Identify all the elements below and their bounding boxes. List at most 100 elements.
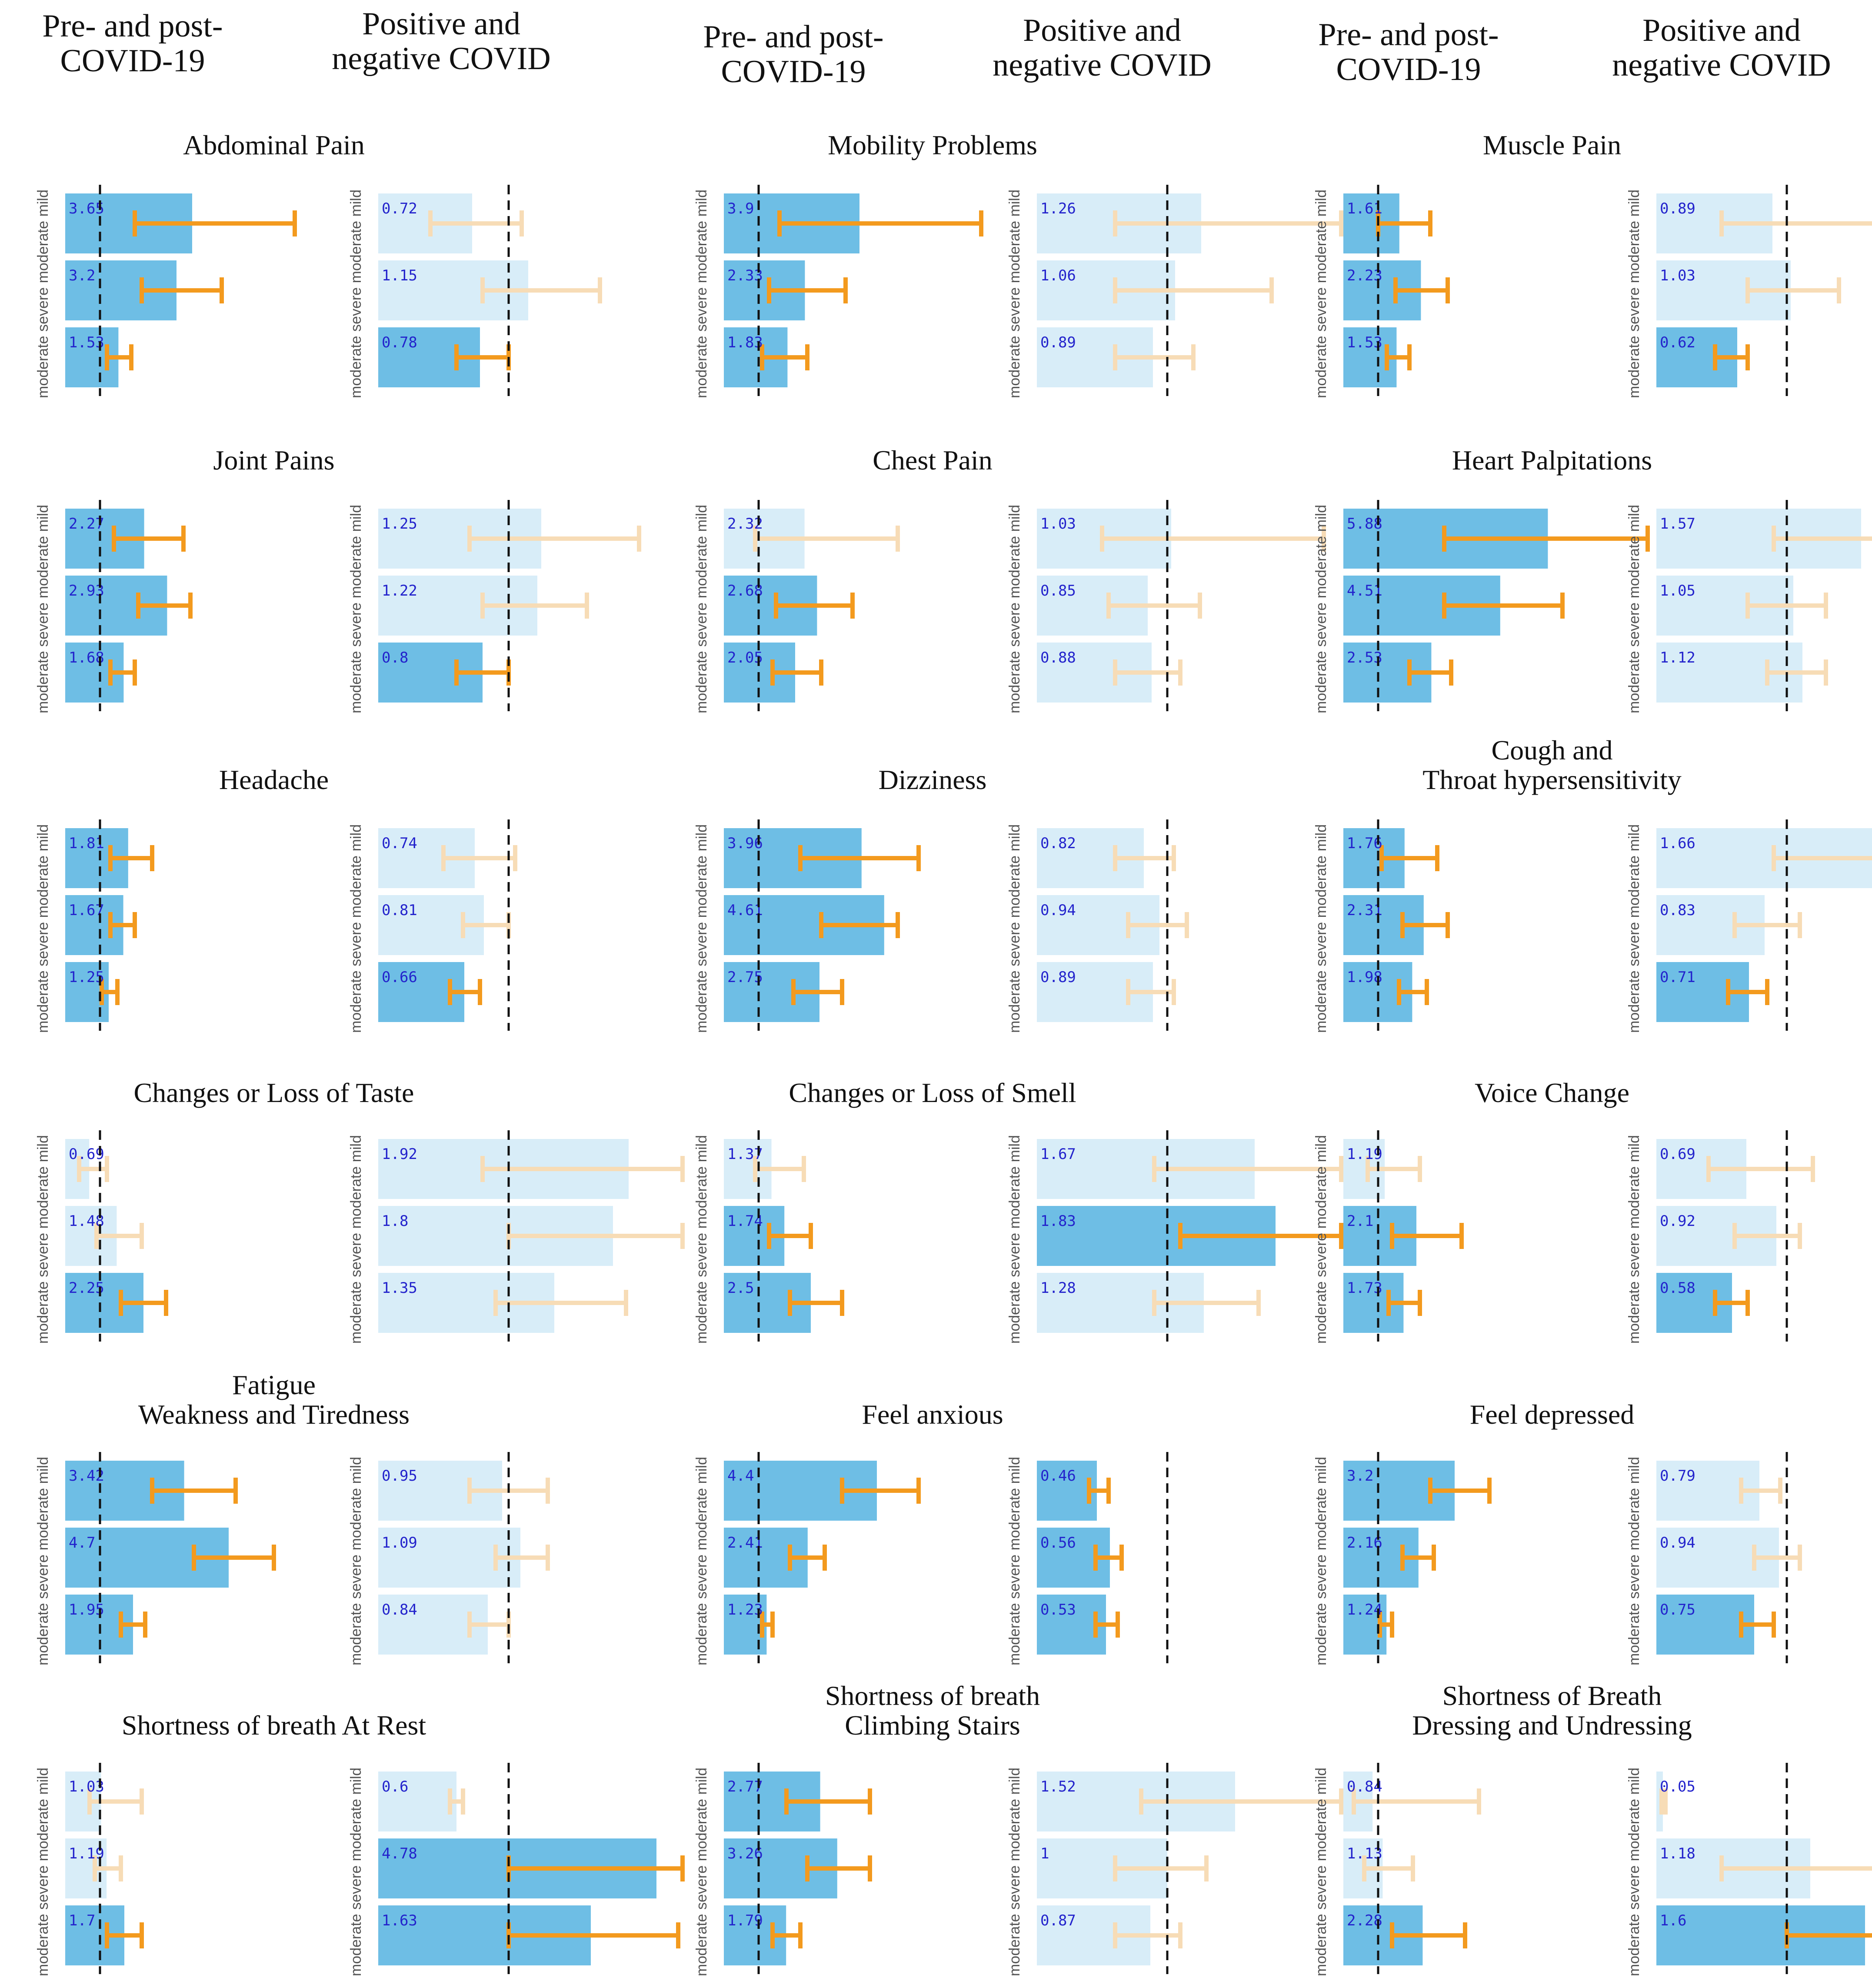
chart-title: Shortness of breath At Rest xyxy=(122,1710,426,1741)
y-axis-label: moderate severe moderate mild xyxy=(1626,190,1642,398)
data-label: 1.74 xyxy=(727,1212,763,1230)
data-label: 2.27 xyxy=(69,515,104,533)
subplot-pos-neg: moderate severe moderate mild 0.69 0.92 0.5… xyxy=(1626,1130,1815,1344)
data-label: 0.6 xyxy=(382,1778,408,1795)
y-axis-label: moderate severe moderate mild xyxy=(1626,1135,1642,1344)
data-label: 1.13 xyxy=(1347,1845,1382,1862)
subplot-pos-neg: moderate severe moderate mild 0.79 0.94 0.7… xyxy=(1626,1452,1802,1665)
subplot-pos-neg: moderate severe moderate mild 1.67 1.83 1.2… xyxy=(1006,1130,1343,1344)
data-label: 1.95 xyxy=(69,1601,104,1618)
y-axis-label: moderate severe moderate mild xyxy=(693,505,710,713)
y-axis-label: moderate severe moderate mild xyxy=(35,1768,51,1976)
data-label: 1.09 xyxy=(382,1534,417,1552)
data-label: 0.53 xyxy=(1040,1601,1076,1618)
data-label: 1.12 xyxy=(1660,649,1695,666)
data-label: 0.66 xyxy=(382,969,417,986)
chart-title: Weakness and Tiredness xyxy=(138,1399,410,1430)
subplot-pre-post: moderate severe moderate mild 1.19 2.1 1.73 xyxy=(1313,1130,1464,1344)
chart-title: Changes or Loss of Smell xyxy=(789,1077,1076,1108)
y-axis-label: moderate severe moderate mild xyxy=(348,505,364,713)
data-label: 1.7 xyxy=(69,1912,95,1929)
subplot-pos-neg: moderate severe moderate mild 0.95 1.09 0.8… xyxy=(348,1452,550,1665)
data-label: 4.51 xyxy=(1347,582,1382,599)
data-label: 1.73 xyxy=(1347,1279,1382,1297)
data-label: 0.88 xyxy=(1040,649,1076,666)
data-label: 1.83 xyxy=(1040,1212,1076,1230)
chart-title: Muscle Pain xyxy=(1483,130,1621,160)
data-label: 0.69 xyxy=(1660,1146,1695,1163)
data-label: 1.66 xyxy=(1660,835,1695,852)
data-label: 1.67 xyxy=(1040,1146,1076,1163)
subplot-pre-post: moderate severe moderate mild 2.77 3.26 1.7… xyxy=(693,1763,872,1976)
data-label: 0.94 xyxy=(1660,1534,1695,1552)
header-pre-post-3: Pre- and post- COVID-19 xyxy=(1318,17,1499,87)
y-axis-label: moderate severe moderate mild xyxy=(35,505,51,713)
data-label: 1.68 xyxy=(69,649,104,666)
data-label: 2.77 xyxy=(727,1778,763,1795)
data-label: 0.71 xyxy=(1660,969,1695,986)
subplot-pos-neg: moderate severe moderate mild 0.74 0.81 0.6… xyxy=(348,819,517,1033)
data-label: 0.46 xyxy=(1040,1467,1076,1485)
y-axis-label: moderate severe moderate mild xyxy=(35,1457,51,1665)
data-label: 1.03 xyxy=(1660,267,1695,284)
data-label: 0.75 xyxy=(1660,1601,1695,1618)
chart-title: Throat hypersensitivity xyxy=(1422,764,1681,795)
y-axis-label: moderate severe moderate mild xyxy=(348,1457,364,1665)
data-label: 1.05 xyxy=(1660,582,1695,599)
chart-title: Abdominal Pain xyxy=(183,130,365,160)
header-pos-neg-2: Positive and negative COVID xyxy=(993,13,1212,83)
data-label: 0.62 xyxy=(1660,334,1695,351)
y-axis-label: moderate severe moderate mild xyxy=(1006,1135,1023,1344)
bar xyxy=(1656,1595,1754,1655)
y-axis-label: moderate severe moderate mild xyxy=(693,1768,710,1976)
subplot-pre-post: moderate severe moderate mild 3.96 4.61 2.7… xyxy=(693,819,921,1033)
data-label: 1.03 xyxy=(1040,515,1076,533)
header-pos-neg-1: Positive and negative COVID xyxy=(332,6,551,77)
data-label: 1.52 xyxy=(1040,1778,1076,1795)
bar xyxy=(378,1772,456,1831)
data-label: 1.79 xyxy=(727,1912,763,1929)
subplot-pre-post: moderate severe moderate mild 1.03 1.19 1.7 xyxy=(35,1763,144,1976)
data-label: 1.22 xyxy=(382,582,417,599)
y-axis-label: moderate severe moderate mild xyxy=(1006,824,1023,1033)
data-label: 0.72 xyxy=(382,200,417,217)
chart-title: Joint Pains xyxy=(213,445,334,476)
data-label: 1.61 xyxy=(1347,200,1382,217)
chart-panel-9: Changes or Loss of Taste moderate severe … xyxy=(35,1077,685,1344)
data-label: 1.63 xyxy=(382,1912,417,1929)
chart-panel-11: Voice Change moderate severe moderate mil… xyxy=(1313,1077,1815,1344)
data-label: 0.69 xyxy=(69,1146,104,1163)
data-label: 4.7 xyxy=(69,1534,95,1552)
chart-panel-6: Headache moderate severe moderate mild 1.8… xyxy=(35,764,517,1033)
subplot-pre-post: moderate severe moderate mild 3.65 3.2 1.53 xyxy=(35,185,297,398)
data-label: 0.89 xyxy=(1660,200,1695,217)
subplot-pos-neg: moderate severe moderate mild 0.89 1.03 0.6… xyxy=(1626,185,1872,398)
chart-title: Dressing and Undressing xyxy=(1412,1710,1692,1741)
data-label: 0.84 xyxy=(382,1601,417,1618)
data-label: 2.31 xyxy=(1347,902,1382,919)
data-label: 1.48 xyxy=(69,1212,104,1230)
chart-panel-3: Joint Pains moderate severe moderate mild… xyxy=(35,445,641,713)
subplot-pre-post: moderate severe moderate mild 1.61 2.23 1.5… xyxy=(1313,185,1450,398)
data-label: 2.68 xyxy=(727,582,763,599)
data-label: 1.76 xyxy=(1347,835,1382,852)
data-label: 1.37 xyxy=(727,1146,763,1163)
chart-panel-15: Shortness of breath At Rest moderate seve… xyxy=(35,1710,685,1976)
subplot-pre-post: moderate severe moderate mild 4.4 2.41 1.23 xyxy=(693,1452,921,1665)
y-axis-label: moderate severe moderate mild xyxy=(1313,505,1329,713)
data-label: 1.53 xyxy=(69,334,104,351)
y-axis-label: moderate severe moderate mild xyxy=(1006,1457,1023,1665)
y-axis-label: moderate severe moderate mild xyxy=(1313,824,1329,1033)
subplot-pre-post: moderate severe moderate mild 1.81 1.67 1.2… xyxy=(35,819,154,1033)
data-label: 2.33 xyxy=(727,267,763,284)
subplot-pre-post: moderate severe moderate mild 2.32 2.68 2.0… xyxy=(693,500,900,713)
y-axis-label: moderate severe moderate mild xyxy=(1626,505,1642,713)
data-label: 2.23 xyxy=(1347,267,1382,284)
chart-title: Changes or Loss of Taste xyxy=(134,1077,414,1108)
chart-panel-7: Dizziness moderate severe moderate mild 3.… xyxy=(693,764,1189,1033)
